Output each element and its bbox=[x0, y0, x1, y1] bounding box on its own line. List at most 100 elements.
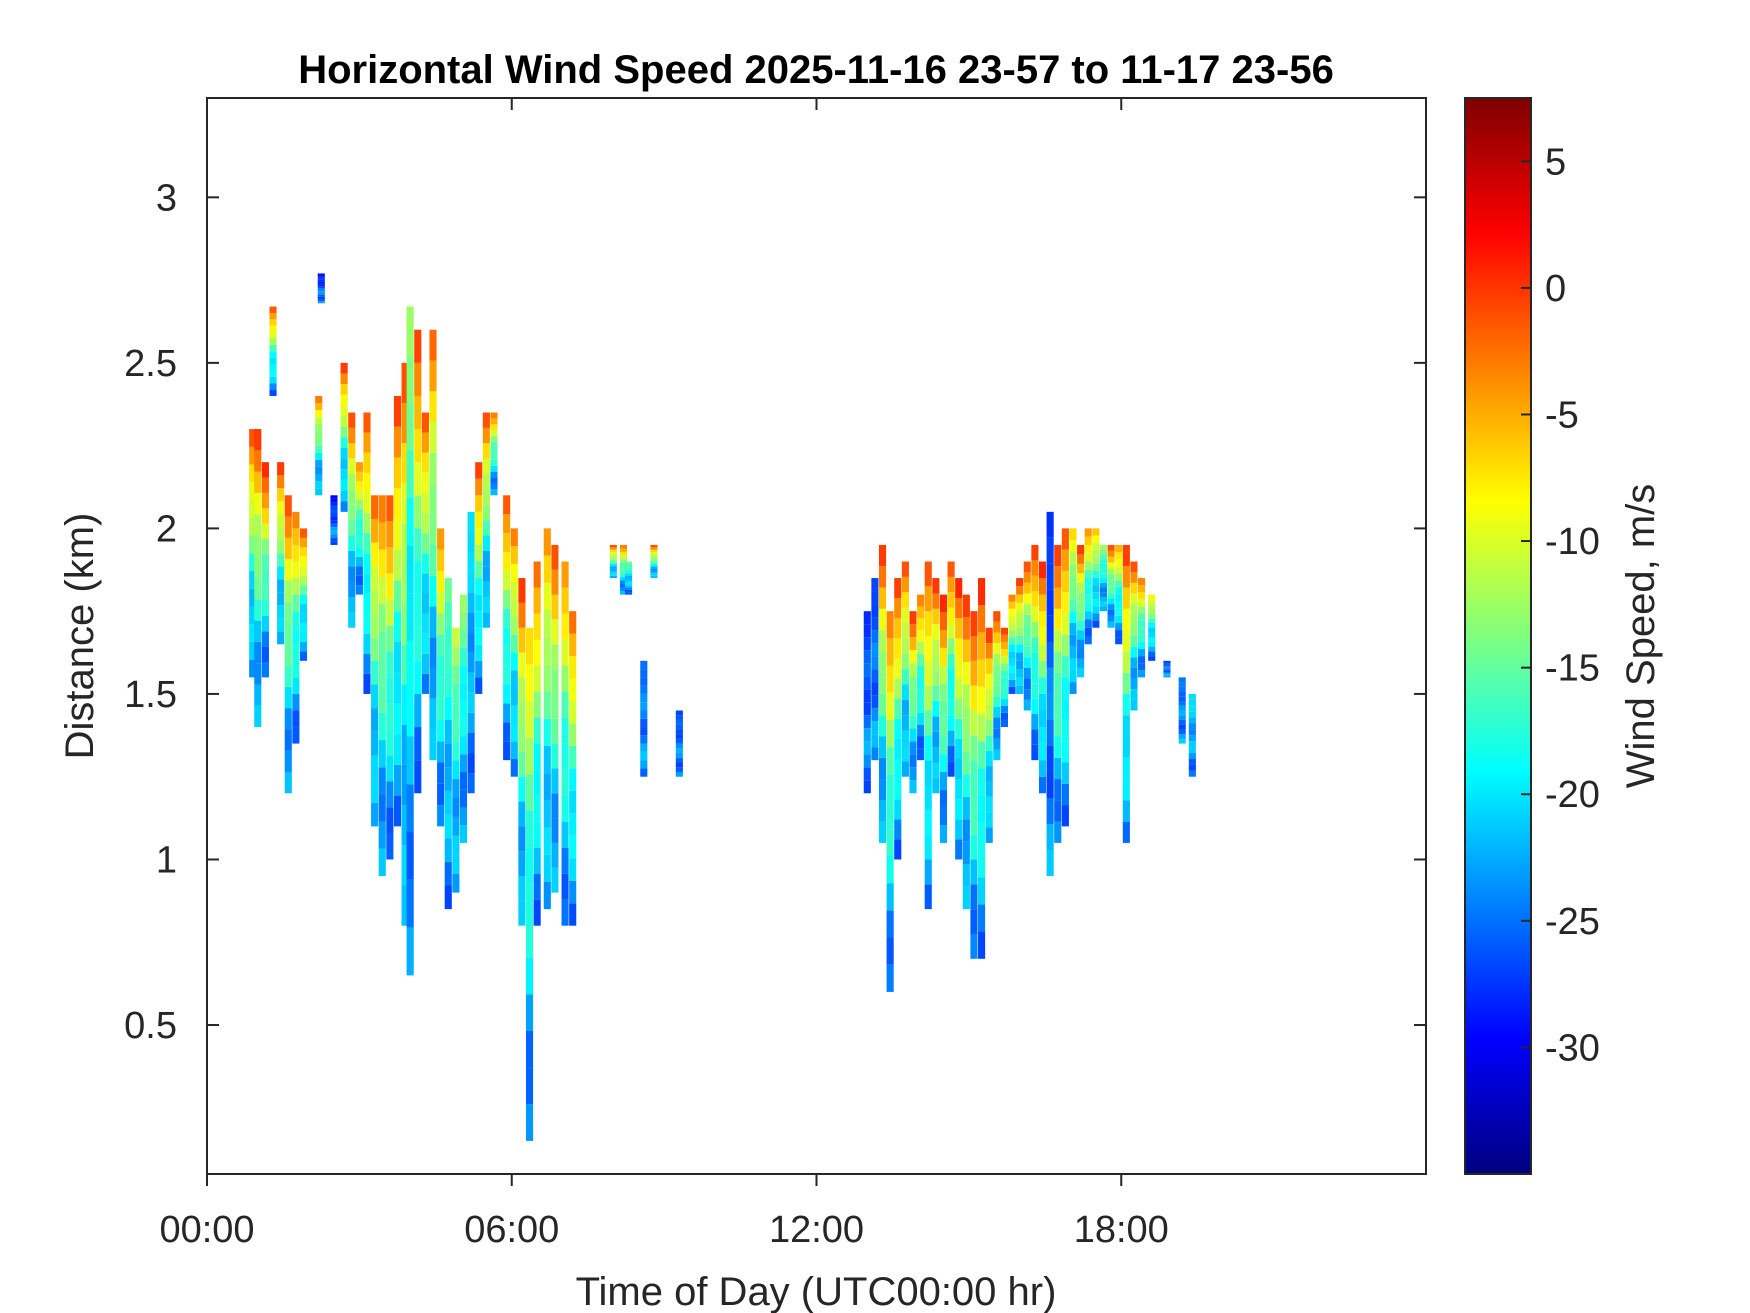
heatmap-cell bbox=[1188, 741, 1196, 748]
heatmap-cell bbox=[378, 848, 386, 877]
heatmap-cell bbox=[886, 855, 894, 884]
y-tick-label: 1.5 bbox=[124, 674, 177, 716]
heatmap-cell bbox=[348, 566, 356, 582]
heatmap-cell bbox=[1148, 632, 1156, 638]
heatmap-cell bbox=[917, 641, 925, 654]
heatmap-cell bbox=[299, 528, 308, 538]
heatmap-cell bbox=[429, 729, 437, 761]
heatmap-cell bbox=[1163, 675, 1171, 677]
heatmap-cell bbox=[363, 673, 371, 694]
heatmap-cell bbox=[355, 556, 363, 567]
heatmap-cell bbox=[985, 673, 993, 690]
heatmap-cell bbox=[490, 477, 498, 484]
heatmap-cell bbox=[414, 693, 422, 728]
heatmap-cell bbox=[917, 594, 925, 607]
heatmap-cell bbox=[490, 471, 498, 478]
heatmap-cell bbox=[955, 698, 963, 719]
heatmap-cell bbox=[533, 691, 541, 718]
heatmap-cell bbox=[254, 641, 262, 664]
heatmap-cell bbox=[393, 764, 402, 796]
heatmap-column bbox=[429, 329, 437, 761]
heatmap-cell bbox=[518, 876, 526, 901]
heatmap-cell bbox=[947, 607, 955, 623]
heatmap-cell bbox=[939, 736, 948, 755]
heatmap-cell bbox=[1115, 559, 1123, 567]
heatmap-cell bbox=[1008, 651, 1016, 659]
heatmap-cell bbox=[518, 776, 526, 802]
heatmap-cell bbox=[1023, 625, 1031, 636]
heatmap-cell bbox=[1077, 563, 1085, 574]
heatmap-cell bbox=[386, 573, 394, 600]
heatmap-cell bbox=[871, 643, 879, 657]
heatmap-cell bbox=[533, 795, 541, 822]
heatmap-cell bbox=[561, 899, 569, 926]
heatmap-cell bbox=[625, 592, 633, 595]
heatmap-cell bbox=[1163, 676, 1171, 678]
heatmap-cell bbox=[985, 643, 993, 659]
heatmap-cell bbox=[330, 505, 338, 510]
heatmap-cell bbox=[406, 784, 414, 833]
heatmap-cell bbox=[993, 706, 1001, 718]
heatmap-cell bbox=[871, 604, 879, 618]
heatmap-column bbox=[1054, 544, 1062, 843]
heatmap-cell bbox=[1069, 634, 1077, 647]
heatmap-cell bbox=[561, 795, 569, 822]
heatmap-column bbox=[625, 561, 633, 595]
heatmap-cell bbox=[878, 693, 887, 716]
heatmap-cell bbox=[970, 611, 978, 636]
heatmap-cell bbox=[1077, 544, 1085, 555]
heatmap-cell bbox=[551, 842, 559, 868]
heatmap-cell bbox=[401, 604, 409, 645]
heatmap-cell bbox=[429, 698, 437, 730]
heatmap-cell bbox=[863, 767, 871, 781]
heatmap-cell bbox=[393, 641, 402, 673]
heatmap-cell bbox=[1077, 592, 1085, 602]
heatmap-cell bbox=[947, 761, 955, 777]
heatmap-cell bbox=[1138, 656, 1146, 664]
heatmap-cell bbox=[261, 600, 269, 616]
heatmap-cell bbox=[414, 594, 422, 628]
heatmap-cell bbox=[414, 395, 422, 430]
heatmap-cell bbox=[985, 704, 993, 720]
heatmap-cell bbox=[406, 593, 414, 641]
heatmap-cell bbox=[1031, 575, 1039, 592]
heatmap-cell bbox=[878, 566, 887, 588]
heatmap-cell bbox=[261, 585, 269, 601]
heatmap-cell bbox=[625, 563, 633, 567]
heatmap-column bbox=[363, 412, 371, 694]
heatmap-cell bbox=[1000, 656, 1008, 664]
heatmap-cell bbox=[993, 728, 1001, 739]
heatmap-cell bbox=[518, 578, 526, 603]
heatmap-cell bbox=[1000, 698, 1008, 706]
heatmap-cell bbox=[330, 541, 338, 545]
heatmap-cell bbox=[993, 632, 1001, 644]
heatmap-cell bbox=[1054, 693, 1062, 716]
heatmap-cell bbox=[993, 749, 1001, 761]
heatmap-cell bbox=[330, 498, 338, 503]
heatmap-cell bbox=[1054, 566, 1062, 588]
colorbar-label: Wind Speed, m/s bbox=[1619, 484, 1663, 789]
heatmap-cell bbox=[269, 364, 277, 371]
heatmap-cell bbox=[1092, 578, 1100, 586]
heatmap-cell bbox=[371, 566, 379, 590]
heatmap-cell bbox=[1008, 594, 1016, 602]
heatmap-cell bbox=[292, 627, 300, 645]
heatmap-cell bbox=[269, 306, 277, 313]
heatmap-cell bbox=[421, 432, 429, 453]
heatmap-cell bbox=[1016, 685, 1024, 694]
heatmap-cell bbox=[482, 458, 490, 475]
heatmap-cell bbox=[1023, 561, 1031, 573]
heatmap-cell bbox=[525, 847, 534, 885]
heatmap-cell bbox=[1046, 719, 1054, 746]
heatmap-cell bbox=[993, 643, 1001, 654]
heatmap-cell bbox=[978, 605, 986, 633]
heatmap-cell bbox=[269, 344, 277, 352]
heatmap-cell bbox=[317, 273, 325, 276]
heatmap-cell bbox=[503, 627, 511, 647]
heatmap-cell bbox=[909, 611, 917, 625]
heatmap-cell bbox=[254, 429, 262, 451]
heatmap-cell bbox=[1107, 562, 1115, 569]
heatmap-cell bbox=[1023, 646, 1031, 658]
heatmap-cell bbox=[1023, 667, 1031, 679]
heatmap-cell bbox=[1016, 660, 1024, 670]
